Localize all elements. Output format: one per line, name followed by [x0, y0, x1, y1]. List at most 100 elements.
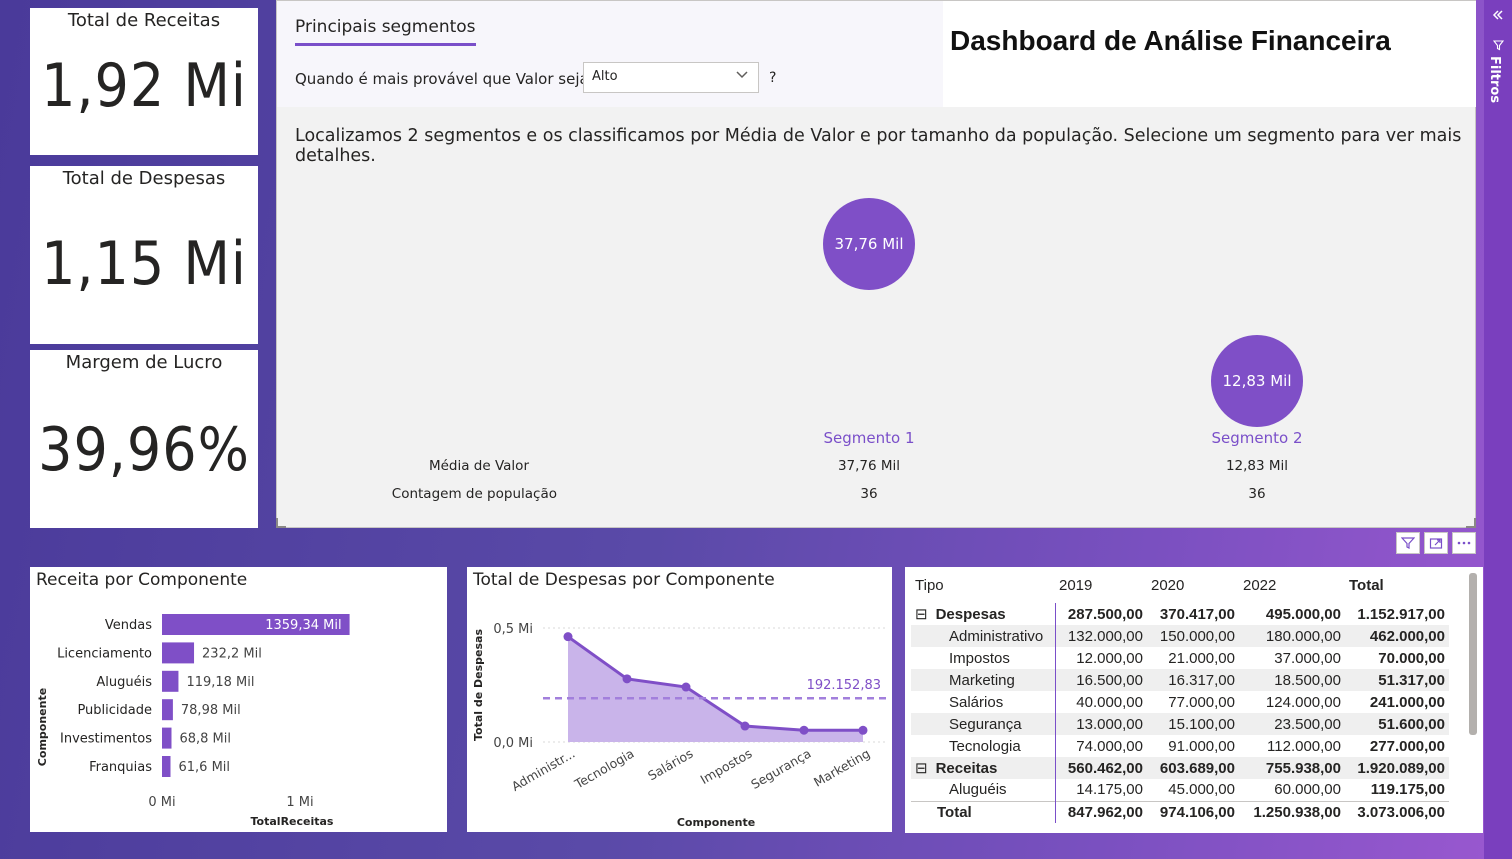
y-tick-label: 0,0 Mi: [493, 736, 533, 751]
filter-icon[interactable]: [1396, 532, 1420, 554]
resize-handle[interactable]: [1466, 518, 1476, 528]
table-row[interactable]: ⊟ Despesas 287.500,00 370.417,00 495.000,00 1…: [911, 603, 1449, 625]
table-cell: 1.250.938,00: [1253, 803, 1341, 821]
table-cell: 45.000,00: [1168, 781, 1235, 799]
row-header: Salários: [911, 691, 1056, 713]
x-axis-title: TotalReceitas: [251, 815, 334, 828]
despesas-chart-panel[interactable]: Total de Despesas por Componente 0,0 Mi 0…: [467, 567, 892, 832]
column-header[interactable]: 2020: [1151, 576, 1185, 594]
column-header[interactable]: Total: [1349, 576, 1384, 594]
kpi-title: Margem de Lucro: [65, 352, 223, 373]
column-header[interactable]: Tipo: [915, 576, 944, 594]
filter-icon: [1492, 40, 1505, 54]
row-label: Aluguéis: [949, 781, 1007, 799]
table-cell: 755.938,00: [1239, 757, 1345, 779]
table-row[interactable]: ⊟ Receitas 560.462,00 603.689,00 755.938,00 1…: [911, 757, 1449, 779]
table-cell: 23.500,00: [1239, 713, 1345, 735]
table-cell: 1.920.089,00: [1345, 757, 1449, 779]
row-label: Administrativo: [949, 627, 1044, 645]
table-row[interactable]: Segurança 13.000,00 15.100,00 23.500,00 51.6…: [911, 713, 1449, 735]
double-chevron-left-icon[interactable]: [1492, 6, 1504, 25]
kpi-title: Total de Receitas: [67, 10, 221, 31]
tab-principais-segmentos[interactable]: Principais segmentos: [295, 17, 476, 46]
table-row[interactable]: Aluguéis 14.175,00 45.000,00 60.000,00 119.1…: [911, 779, 1449, 801]
bar[interactable]: [162, 727, 172, 749]
table-cell: 847.962,00: [1067, 803, 1143, 821]
table-cell: 18.500,00: [1239, 669, 1345, 691]
category-label: Publicidade: [77, 703, 152, 718]
x-tick-label: Administr...: [509, 746, 578, 794]
category-label: Vendas: [105, 618, 152, 633]
data-point[interactable]: [563, 632, 573, 642]
segment-2-label[interactable]: Segmento 2: [1211, 429, 1303, 447]
segment-1-bubble[interactable]: 37,76 Mil: [823, 198, 915, 290]
table-cell: 974.106,00: [1159, 803, 1235, 821]
collapse-icon[interactable]: ⊟: [915, 606, 928, 623]
column-header[interactable]: 2022: [1243, 576, 1277, 594]
x-tick-label: Segurança: [748, 746, 813, 792]
table-row[interactable]: Tecnologia 74.000,00 91.000,00 112.000,00 27…: [911, 735, 1449, 757]
filters-pane-rail[interactable]: Filtros: [1484, 0, 1512, 859]
table-cell: 241.000,00: [1369, 693, 1445, 711]
series-line[interactable]: [567, 635, 864, 732]
filters-label[interactable]: Filtros: [1487, 56, 1502, 104]
kpi-value: 39,96%: [38, 415, 250, 485]
help-icon[interactable]: ?: [769, 70, 777, 86]
bar[interactable]: [162, 699, 173, 721]
bar[interactable]: [162, 756, 171, 777]
table-row[interactable]: Salários 40.000,00 77.000,00 124.000,00 241.…: [911, 691, 1449, 713]
area-chart: 0,0 Mi 0,5 Mi 192.152,83 Administr...Tecnol…: [472, 622, 887, 829]
table-cell: 51.600,00: [1345, 713, 1449, 735]
kpi-card-despesas[interactable]: Total de Despesas 1,15 Mi: [30, 166, 258, 344]
kpi-card-receitas[interactable]: Total de Receitas 1,92 Mi: [30, 8, 258, 155]
table-row[interactable]: Marketing 16.500,00 16.317,00 18.500,00 51.3…: [911, 669, 1449, 691]
table-row[interactable]: Total 847.962,00 974.106,00 1.250.938,00 3.0…: [911, 801, 1449, 823]
table-cell: 74.000,00: [1076, 737, 1143, 755]
y-axis-title: Total de Despesas: [472, 629, 485, 741]
question-label: Quando é mais provável que Valor seja: [295, 70, 589, 88]
receita-chart-panel[interactable]: Receita por Componente Componente Vendas 1…: [30, 567, 447, 832]
data-point[interactable]: [799, 725, 809, 735]
value-dropdown[interactable]: Alto: [583, 62, 759, 93]
dashboard-title: Dashboard de Análise Financeira: [950, 25, 1391, 56]
table-cell: 12.000,00: [1076, 649, 1143, 667]
table-cell: 287.500,00: [1067, 605, 1143, 623]
segment-1-label[interactable]: Segmento 1: [823, 429, 915, 447]
data-point[interactable]: [622, 674, 632, 684]
collapse-icon[interactable]: ⊟: [915, 760, 928, 777]
x-axis-title: Componente: [677, 816, 755, 829]
data-point[interactable]: [681, 682, 691, 692]
chart-title: Total de Despesas por Componente: [473, 570, 775, 590]
kpi-value: 1,15 Mi: [41, 229, 247, 299]
area-fill: [568, 636, 863, 742]
table-row[interactable]: Impostos 12.000,00 21.000,00 37.000,00 70.00…: [911, 647, 1449, 669]
row-label-contagem: Contagem de população: [391, 486, 557, 502]
matrix-header-row: Tipo 2019 2020 2022 Total: [911, 567, 1449, 603]
segment-2-bubble[interactable]: 12,83 Mil: [1211, 335, 1303, 427]
row-header[interactable]: ⊟ Despesas: [911, 603, 1056, 625]
bar[interactable]: [162, 670, 179, 692]
row-header: Total: [911, 801, 1056, 823]
table-row[interactable]: Administrativo 132.000,00 150.000,00 180.00…: [911, 625, 1449, 647]
bar-chart: Componente Vendas 1359,34 Mil Licenciamento…: [36, 614, 350, 828]
kpi-card-margem[interactable]: Margem de Lucro 39,96%: [30, 350, 258, 528]
data-point[interactable]: [740, 721, 750, 731]
x-tick-label: Tecnologia: [571, 746, 636, 792]
column-header[interactable]: 2019: [1059, 576, 1093, 594]
row-header: Impostos: [911, 647, 1056, 669]
segments-description: Localizamos 2 segmentos e os classificam…: [295, 126, 1462, 166]
data-point[interactable]: [858, 725, 868, 735]
more-options-icon[interactable]: [1452, 532, 1476, 554]
row-label: Segurança: [949, 715, 1022, 733]
row-header: Tecnologia: [911, 735, 1056, 757]
bar[interactable]: [162, 642, 195, 664]
row-header[interactable]: ⊟ Receitas: [911, 757, 1056, 779]
table-cell: 15.100,00: [1147, 713, 1239, 735]
matrix-table[interactable]: Tipo 2019 2020 2022 Total ⊟ Despesas 287.5…: [905, 567, 1483, 833]
bar[interactable]: [162, 614, 350, 635]
segments-visual[interactable]: Principais segmentos Quando é mais prová…: [276, 0, 1476, 528]
resize-handle[interactable]: [276, 518, 286, 528]
focus-mode-icon[interactable]: [1424, 532, 1448, 554]
data-label: 119,18 Mil: [186, 675, 254, 690]
scrollbar[interactable]: [1469, 573, 1477, 735]
